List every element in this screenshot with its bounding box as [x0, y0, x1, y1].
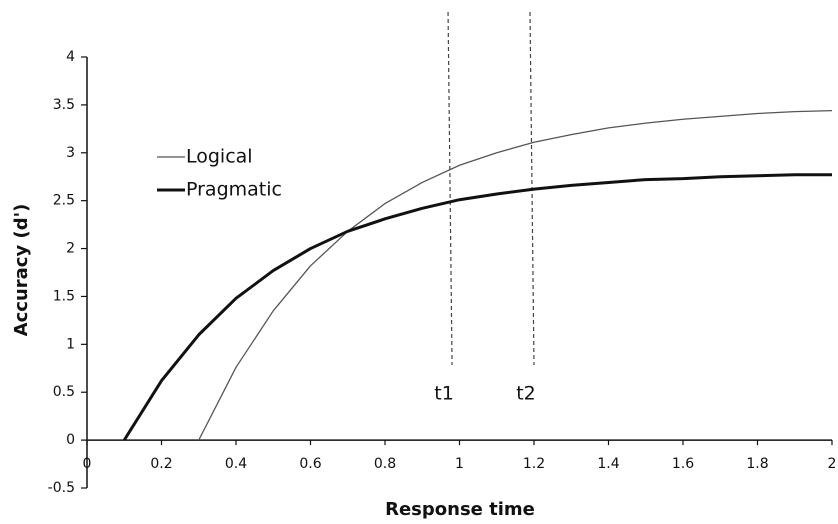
legend-label: Pragmatic [186, 179, 282, 201]
y-tick-label: 1.5 [53, 288, 75, 304]
y-tick-label: 0 [66, 432, 75, 448]
x-tick-label: 0.6 [299, 456, 321, 472]
series-line [198, 109, 833, 441]
annotation-line [447, 11, 453, 366]
x-tick-label: 0.4 [225, 456, 247, 472]
y-tick-label: 0.5 [53, 384, 75, 400]
annotation-label: t2 [516, 383, 536, 405]
y-axis-title: Accuracy (d') [11, 204, 32, 337]
x-tick-label: 2 [828, 456, 837, 472]
annotation-label: t1 [434, 383, 454, 405]
x-tick-label: 0 [83, 456, 92, 472]
x-tick-label: 1.4 [597, 456, 619, 472]
x-tick-label: 0.8 [374, 456, 396, 472]
x-tick-label: 1.8 [746, 456, 768, 472]
y-tick-label: 3 [66, 145, 75, 161]
x-tick-label: 0.2 [150, 456, 172, 472]
y-tick-label: 4 [66, 49, 75, 65]
x-tick-label: 1.2 [523, 456, 545, 472]
x-tick-label: 1 [455, 456, 464, 472]
y-tick-label: 3.5 [53, 97, 75, 113]
x-axis-title: Response time [385, 499, 535, 520]
y-tick-label: -0.5 [48, 480, 75, 496]
y-tick-label: 2 [66, 241, 75, 257]
x-tick-label: 1.6 [672, 456, 694, 472]
y-tick-label: 1 [66, 336, 75, 352]
series-line [122, 173, 832, 441]
y-tick-label: 2.5 [53, 193, 75, 209]
legend-label: Logical [186, 146, 253, 168]
